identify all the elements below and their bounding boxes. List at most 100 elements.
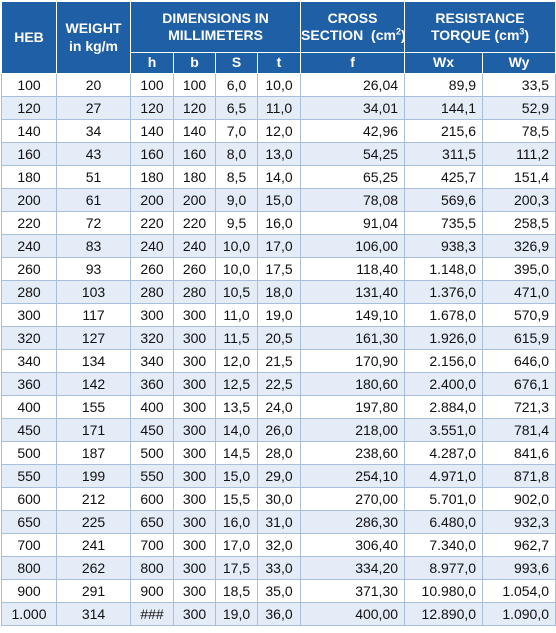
weight-cell: 291 (56, 579, 131, 603)
f-cell: 91,04 (300, 211, 406, 235)
torque-unit: (cm (494, 27, 520, 43)
wy-cell: 615,9 (482, 326, 556, 350)
b-cell: 280 (173, 280, 216, 304)
h-cell: 140 (130, 119, 174, 143)
table-row: 800 262 800 300 17,5 33,0 334,20 8.977,0 993,6 (1, 556, 556, 580)
wy-cell: 52,9 (482, 96, 556, 120)
wy-cell: 962,7 (482, 533, 556, 557)
heb-cell: 300 (1, 303, 57, 327)
table-row: 200 61 200 200 9,0 15,0 78,08 569,6 200,3 (1, 188, 556, 212)
f-cell: 238,60 (300, 441, 406, 465)
h-cell: 340 (130, 349, 174, 373)
f-cell: 149,10 (300, 303, 406, 327)
s-cell: 7,0 (215, 119, 258, 143)
wy-cell: 781,4 (482, 418, 556, 442)
b-cell: 300 (173, 372, 216, 396)
heb-cell: 450 (1, 418, 57, 442)
wx-cell: 144,1 (404, 96, 484, 120)
s-cell: 16,0 (215, 510, 258, 534)
torque-label: TORQUE (430, 27, 491, 43)
heb-cell: 100 (1, 73, 57, 97)
wy-cell: 200,3 (482, 188, 556, 212)
s-cell: 12,0 (215, 349, 258, 373)
t-cell: 12,0 (256, 119, 302, 143)
weight-cell: 93 (56, 257, 131, 281)
wx-cell: 4.971,0 (404, 464, 484, 488)
b-cell: 300 (173, 602, 216, 626)
table-row: 260 93 260 260 10,0 17,5 118,40 1.148,0 395,0 (1, 257, 556, 281)
s-cell: 11,5 (215, 326, 258, 350)
cross-section-header: CROSS SECTION (cm2) (300, 1, 406, 53)
t-cell: 17,0 (256, 234, 302, 258)
weight-cell: 34 (56, 119, 131, 143)
heb-cell: 320 (1, 326, 57, 350)
weight-cell: 27 (56, 96, 131, 120)
table-row: 240 83 240 240 10,0 17,0 106,00 938,3 326,9 (1, 234, 556, 258)
f-cell: 180,60 (300, 372, 406, 396)
t-cell: 29,0 (256, 464, 302, 488)
h-cell: 450 (130, 418, 174, 442)
table-row: 600 212 600 300 15,5 30,0 270,00 5.701,0 902,0 (1, 487, 556, 511)
wy-cell: 1.054,0 (482, 579, 556, 603)
heb-cell: 650 (1, 510, 57, 534)
heb-cell: 700 (1, 533, 57, 557)
table-row: 400 155 400 300 13,5 24,0 197,80 2.884,0 721,3 (1, 395, 556, 419)
h-cell: 240 (130, 234, 174, 258)
sub-header-f: f (300, 52, 406, 74)
heb-cell: 600 (1, 487, 57, 511)
weight-cell: 142 (56, 372, 131, 396)
table-row: 300 117 300 300 11,0 19,0 149,10 1.678,0 570,9 (1, 303, 556, 327)
s-cell: 17,0 (215, 533, 258, 557)
s-cell: 10,5 (215, 280, 258, 304)
weight-cell: 51 (56, 165, 131, 189)
wy-cell: 841,6 (482, 441, 556, 465)
t-cell: 26,0 (256, 418, 302, 442)
b-cell: 300 (173, 441, 216, 465)
h-cell: 260 (130, 257, 174, 281)
f-cell: 65,25 (300, 165, 406, 189)
f-cell: 131,40 (300, 280, 406, 304)
wy-cell: 1.090,0 (482, 602, 556, 626)
b-cell: 160 (173, 142, 216, 166)
table-row: 220 72 220 220 9,5 16,0 91,04 735,5 258,5 (1, 211, 556, 235)
b-cell: 100 (173, 73, 216, 97)
f-cell: 161,30 (300, 326, 406, 350)
heb-header: HEB (1, 1, 57, 74)
b-cell: 300 (173, 418, 216, 442)
wx-cell: 1.148,0 (404, 257, 484, 281)
heb-cell: 400 (1, 395, 57, 419)
s-cell: 9,5 (215, 211, 258, 235)
wx-cell: 2.156,0 (404, 349, 484, 373)
t-cell: 35,0 (256, 579, 302, 603)
sub-header-s: S (215, 52, 258, 74)
b-cell: 300 (173, 487, 216, 511)
wy-cell: 111,2 (482, 142, 556, 166)
weight-cell: 20 (56, 73, 131, 97)
h-cell: 200 (130, 188, 174, 212)
t-cell: 24,0 (256, 395, 302, 419)
heb-cell: 280 (1, 280, 57, 304)
table-row: 650 225 650 300 16,0 31,0 286,30 6.480,0 932,3 (1, 510, 556, 534)
wy-cell: 471,0 (482, 280, 556, 304)
heb-cell: 220 (1, 211, 57, 235)
wy-cell: 721,3 (482, 395, 556, 419)
wx-cell: 735,5 (404, 211, 484, 235)
t-cell: 16,0 (256, 211, 302, 235)
table-row: 900 291 900 300 18,5 35,0 371,30 10.980,0 1.054,… (1, 579, 556, 603)
t-cell: 22,5 (256, 372, 302, 396)
heb-cell: 200 (1, 188, 57, 212)
wy-cell: 258,5 (482, 211, 556, 235)
s-cell: 8,0 (215, 142, 258, 166)
heb-cell: 900 (1, 579, 57, 603)
table-row: 550 199 550 300 15,0 29,0 254,10 4.971,0 871,8 (1, 464, 556, 488)
heb-cell: 120 (1, 96, 57, 120)
s-cell: 12,5 (215, 372, 258, 396)
h-cell: 160 (130, 142, 174, 166)
h-cell: 280 (130, 280, 174, 304)
weight-cell: 117 (56, 303, 131, 327)
s-cell: 6,5 (215, 96, 258, 120)
table-row: 100 20 100 100 6,0 10,0 26,04 89,9 33,5 (1, 73, 556, 97)
f-cell: 170,90 (300, 349, 406, 373)
wy-cell: 151,4 (482, 165, 556, 189)
heb-cell: 340 (1, 349, 57, 373)
